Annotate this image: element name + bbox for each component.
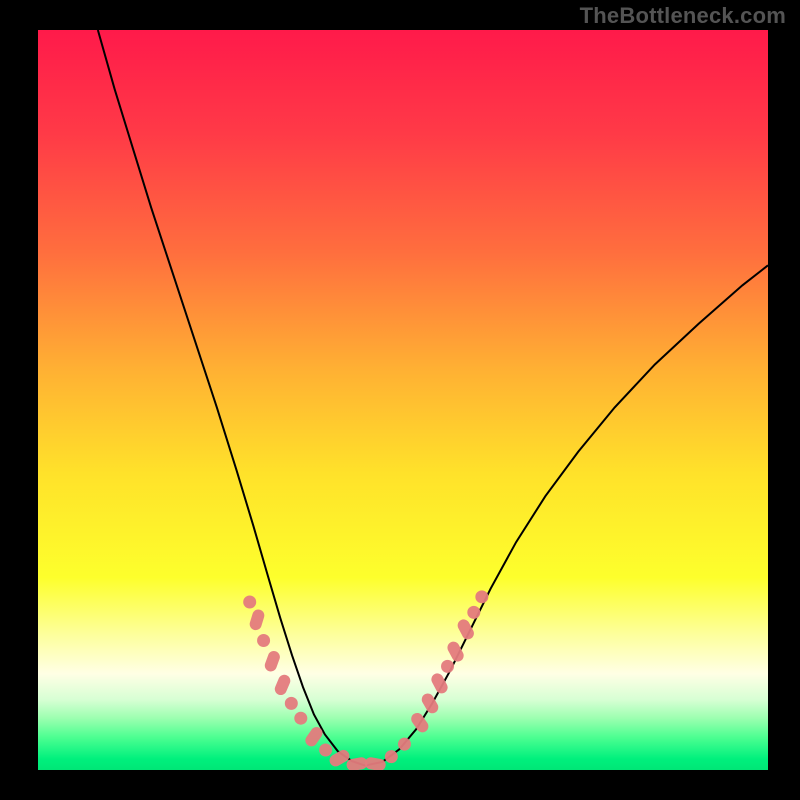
marker bbox=[385, 750, 398, 763]
plot-svg bbox=[38, 30, 768, 770]
marker bbox=[441, 660, 454, 673]
marker bbox=[467, 606, 480, 619]
marker bbox=[398, 738, 411, 751]
chart-frame: TheBottleneck.com bbox=[0, 0, 800, 800]
gradient-background bbox=[38, 30, 768, 770]
marker bbox=[285, 697, 298, 710]
marker bbox=[475, 590, 488, 603]
marker bbox=[257, 634, 270, 647]
watermark-text: TheBottleneck.com bbox=[580, 3, 786, 29]
marker bbox=[243, 596, 256, 609]
marker bbox=[294, 712, 307, 725]
plot-area bbox=[38, 30, 768, 770]
marker bbox=[319, 744, 332, 757]
